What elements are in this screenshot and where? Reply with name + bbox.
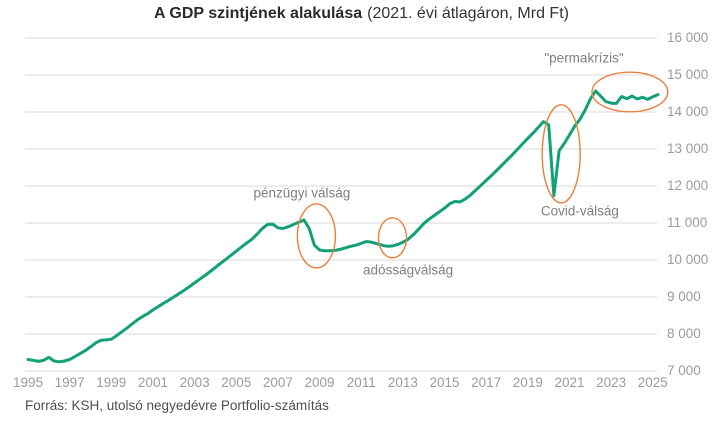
chart-title: A GDP szintjének alakulása (2021. évi átl… <box>0 5 723 23</box>
x-axis-tick-label: 2023 <box>596 375 627 390</box>
y-axis-tick-label: 7 000 <box>667 363 701 378</box>
y-axis-tick-label: 9 000 <box>667 289 701 304</box>
crisis-ellipse <box>541 104 581 204</box>
y-axis-tick-label: 10 000 <box>667 252 709 267</box>
annotation-label: Covid-válság <box>540 203 619 219</box>
crisis-ellipse <box>377 217 408 259</box>
annotation-label: pénzügyi válság <box>253 185 351 201</box>
y-axis-tick-label: 11 000 <box>667 215 708 230</box>
crisis-ellipse <box>296 203 337 269</box>
x-axis-tick-label: 1995 <box>12 375 44 390</box>
y-axis-tick-label: 12 000 <box>667 178 709 193</box>
x-axis-tick-label: 2009 <box>304 375 335 390</box>
chart-title-sub: (2021. évi átlagáron, Mrd Ft) <box>367 5 569 22</box>
x-axis-tick-label: 2021 <box>554 375 585 390</box>
annotation-label: "permakrízis" <box>544 50 624 66</box>
x-axis-tick-label: 2003 <box>179 375 210 390</box>
x-axis-tick-label: 2015 <box>429 375 460 390</box>
x-axis-tick-label: 2025 <box>637 375 668 390</box>
x-axis-tick-label: 2001 <box>137 375 168 390</box>
annotation-label: adósságválság <box>363 262 454 278</box>
x-axis-tick-label: 1999 <box>96 375 127 390</box>
x-axis-tick-label: 2007 <box>262 375 293 390</box>
gdp-series-line <box>26 89 660 364</box>
y-axis-tick-label: 15 000 <box>667 67 709 82</box>
y-axis-tick-label: 8 000 <box>667 326 701 341</box>
x-axis-tick-label: 2013 <box>387 375 418 390</box>
chart-title-main: A GDP szintjének alakulása <box>154 5 363 22</box>
y-axis-tick-label: 16 000 <box>667 30 709 45</box>
source-note: Forrás: KSH, utolsó negyedévre Portfolio… <box>25 398 329 413</box>
y-axis-tick-label: 14 000 <box>667 104 709 119</box>
crisis-ellipse <box>591 71 669 113</box>
x-axis-tick-label: 2017 <box>471 375 502 390</box>
x-axis-tick-label: 2011 <box>346 375 376 390</box>
x-axis-tick-label: 1997 <box>54 375 85 390</box>
x-axis-tick-label: 2005 <box>221 375 252 390</box>
x-axis-tick-label: 2019 <box>512 375 543 390</box>
y-axis-tick-label: 13 000 <box>667 141 709 156</box>
